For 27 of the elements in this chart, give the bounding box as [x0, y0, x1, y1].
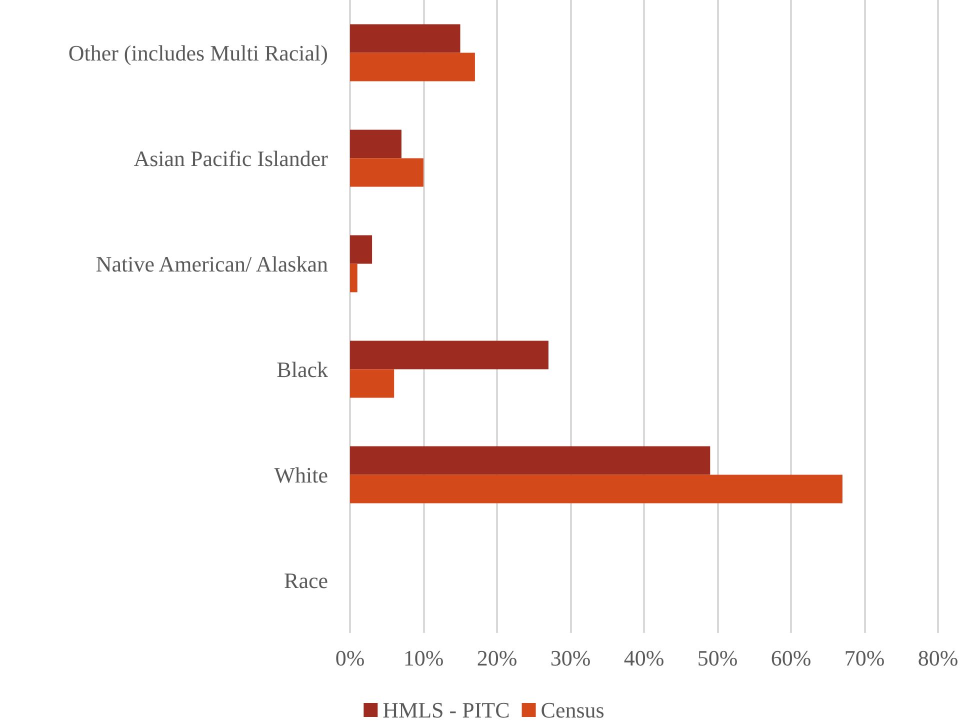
- bar: [350, 474, 842, 504]
- y-tick-label: Asian Pacific Islander: [134, 146, 329, 171]
- y-tick-label: Black: [276, 356, 328, 382]
- legend-label: HMLS - PITC: [382, 698, 510, 722]
- x-tick-label: 70%: [844, 646, 885, 670]
- bar: [350, 340, 548, 370]
- x-tick-label: 10%: [403, 646, 444, 670]
- x-tick-label: 20%: [476, 646, 518, 670]
- bar: [350, 369, 394, 398]
- bar: [350, 52, 475, 82]
- y-tick-label: Other (includes Multi Racial): [68, 40, 328, 66]
- bar: [350, 130, 402, 158]
- bar: [350, 24, 460, 53]
- bar: [350, 446, 710, 475]
- x-tick-label: 50%: [697, 646, 738, 670]
- x-tick-label: 80%: [918, 646, 958, 670]
- x-tick-label: 30%: [550, 646, 591, 670]
- bar: [350, 264, 358, 292]
- x-tick-label: 0%: [335, 646, 365, 670]
- y-tick-label: Race: [284, 568, 328, 593]
- y-tick-label: White: [274, 462, 328, 488]
- y-tick-label: Native American/ Alaskan: [96, 251, 328, 276]
- bar: [350, 235, 372, 264]
- bar: [350, 158, 424, 187]
- x-tick-label: 40%: [624, 646, 664, 670]
- x-tick-label: 60%: [770, 646, 812, 670]
- legend-label: Census: [540, 698, 604, 722]
